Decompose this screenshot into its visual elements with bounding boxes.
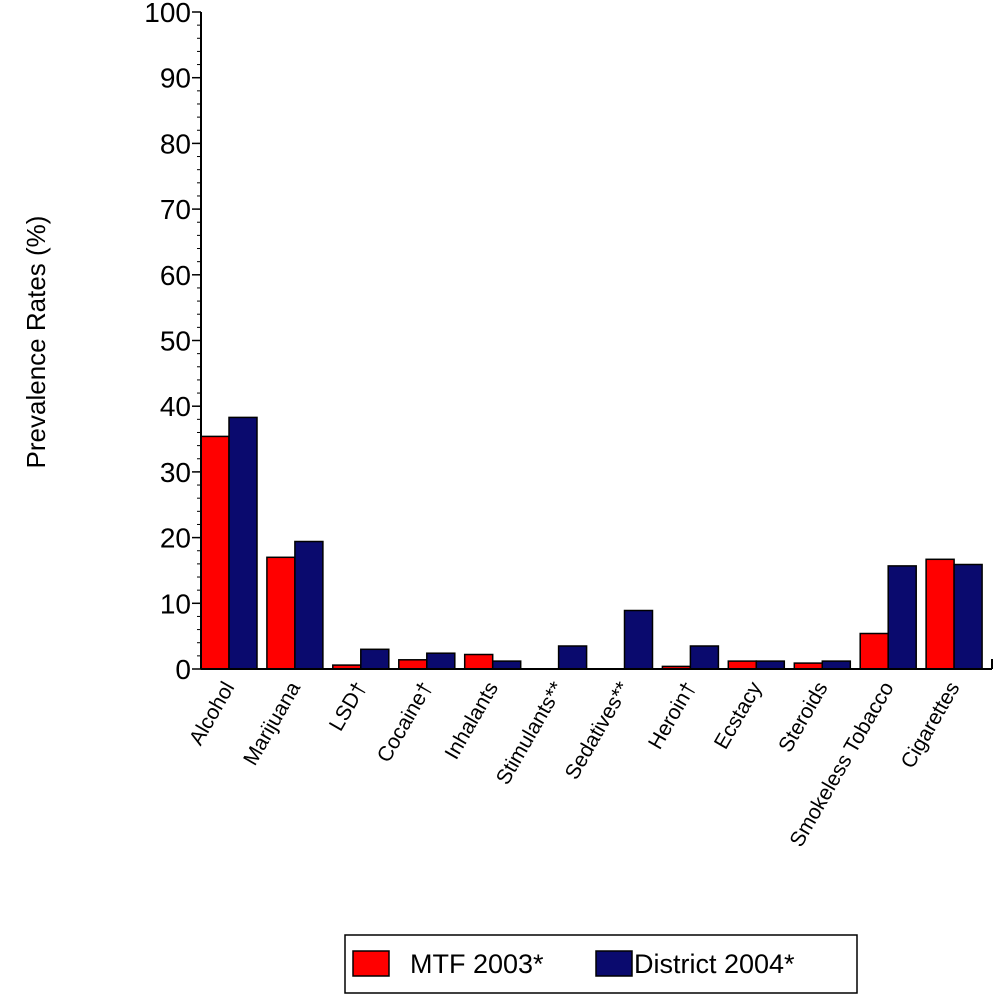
bar-mtf-11 [925, 558, 955, 670]
y-tick-label: 60 [160, 260, 191, 291]
y-axis: 0 10 20 30 40 50 60 70 80 90 100 [144, 0, 202, 685]
legend: MTF 2003* District 2004* [344, 934, 858, 994]
bar-district-0 [228, 416, 258, 670]
x-tick-label: Heroin† [644, 678, 701, 753]
y-tick-label: 0 [175, 654, 191, 685]
bar-mtf-10 [859, 632, 889, 670]
x-tick-label: Marijuana [239, 678, 305, 770]
y-tick-label: 70 [160, 194, 191, 225]
legend-label-district: District 2004* [634, 949, 795, 979]
bar-district-7 [689, 645, 720, 670]
x-axis: Alcohol Marijuana LSD† Cocaine† InhalantsSti… [185, 659, 993, 851]
bar-mtf-8 [727, 660, 758, 670]
y-tick-label: 80 [160, 128, 191, 159]
x-tick-label: Cocaine† [373, 678, 437, 766]
bar-district-5 [557, 645, 588, 670]
x-tick-label: Stimulants** [492, 678, 569, 789]
y-tick-label: 40 [160, 391, 191, 422]
bar-district-3 [426, 652, 456, 670]
bar-mtf-4 [463, 653, 494, 670]
bar-district-6 [623, 609, 654, 670]
x-tick-label: Alcohol [185, 678, 239, 749]
bar-district-2 [360, 648, 390, 670]
legend-swatch-district [595, 950, 633, 977]
y-axis-title: Prevalence Rates (%) [21, 216, 51, 469]
bar-mtf-1 [266, 556, 296, 670]
y-tick-label: 30 [160, 457, 191, 488]
bar-mtf-3 [398, 659, 428, 670]
y-tick-label: 100 [144, 0, 191, 28]
y-tick-label: 20 [160, 523, 191, 554]
bar-district-1 [294, 540, 324, 670]
plot-area [200, 416, 983, 670]
legend-swatch-mtf [352, 950, 390, 977]
x-tick-label: Cigarettes [897, 678, 965, 772]
bar-district-10 [887, 565, 917, 670]
x-tick-label: Sedatives** [561, 678, 635, 784]
bar-mtf-0 [200, 435, 230, 670]
x-tick-label: Steroids [774, 678, 832, 756]
bar-district-8 [755, 660, 786, 670]
bar-district-9 [821, 660, 852, 670]
bar-district-11 [953, 563, 983, 670]
x-tick-label: Inhalants [440, 678, 503, 763]
y-tick-label: 50 [160, 326, 191, 357]
bar-district-4 [491, 660, 522, 670]
x-tick-label: LSD† [325, 678, 371, 735]
y-tick-label: 10 [160, 588, 191, 619]
y-tick-label: 90 [160, 63, 191, 94]
x-tick-label: Ecstacy [710, 678, 767, 754]
legend-label-mtf: MTF 2003* [410, 949, 544, 979]
